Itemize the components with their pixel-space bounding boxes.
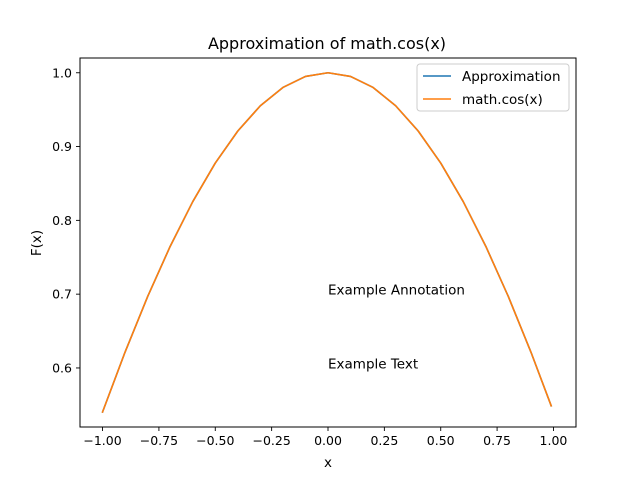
y-axis-label: F(x) <box>29 230 45 256</box>
x-tick-label: −0.25 <box>252 433 290 448</box>
legend-frame <box>416 63 570 112</box>
chart-title: Approximation of math.cos(x) <box>208 34 446 53</box>
x-tick-label: −0.50 <box>196 433 234 448</box>
y-tick-label: 0.9 <box>52 139 72 154</box>
y-tick-label: 0.6 <box>52 360 72 375</box>
y-axis-ticks: 0.6 0.7 0.8 0.9 1.0 <box>52 65 80 375</box>
legend: Approximation math.cos(x) <box>416 63 570 112</box>
x-axis-ticks: −1.00 −0.75 −0.50 −0.25 0.00 0.25 0.50 0.75 1.00 <box>83 427 567 448</box>
annotation-text: Example Annotation <box>328 283 465 299</box>
x-tick-label: 1.00 <box>540 433 568 448</box>
series-layer <box>101 71 553 414</box>
legend-label: math.cos(x) <box>462 92 543 108</box>
annotations: Example Annotation Example Text <box>328 283 465 373</box>
y-tick-label: 0.8 <box>52 213 72 228</box>
legend-label: Approximation <box>462 69 561 85</box>
series-line-1 <box>101 71 553 414</box>
x-tick-label: 0.50 <box>427 433 455 448</box>
annotation-text: Example Text <box>328 356 418 372</box>
plot-area: −1.00 −0.75 −0.50 −0.25 0.00 0.25 0.50 0.75 1.00… <box>52 57 577 448</box>
x-tick-label: −1.00 <box>83 433 121 448</box>
x-axis-label: x <box>324 455 332 471</box>
x-tick-label: 0.25 <box>370 433 398 448</box>
x-tick-label: −0.75 <box>140 433 178 448</box>
y-tick-label: 0.7 <box>52 287 72 302</box>
x-tick-label: 0.75 <box>483 433 511 448</box>
x-tick-label: 0.00 <box>314 433 342 448</box>
y-tick-label: 1.0 <box>52 65 72 80</box>
